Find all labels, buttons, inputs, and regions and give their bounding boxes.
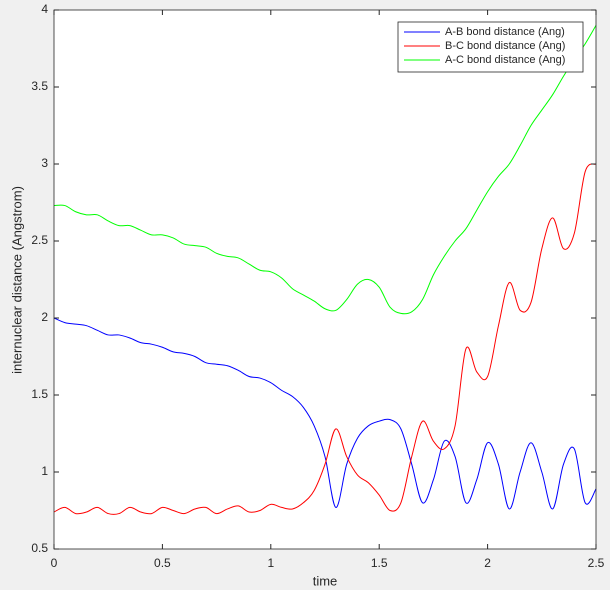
y-tick-label: 4 — [41, 2, 48, 16]
y-tick-label: 1.5 — [31, 387, 48, 401]
x-tick-label: 0 — [51, 556, 58, 570]
y-axis-label: internuclear distance (Angstrom) — [9, 186, 24, 374]
series-line — [53, 25, 597, 315]
legend-label: A-C bond distance (Ang) — [445, 54, 565, 66]
x-tick-label: 1.5 — [371, 556, 388, 570]
x-axis-label: time — [313, 573, 338, 588]
series-line — [53, 163, 597, 515]
legend-label: A-B bond distance (Ang) — [445, 26, 565, 38]
axes-box — [53, 9, 597, 550]
y-tick-label: 2 — [41, 310, 48, 324]
y-tick-label: 0.5 — [31, 541, 48, 555]
legend-label: B-C bond distance (Ang) — [445, 40, 565, 52]
x-tick-label: 2.5 — [588, 556, 605, 570]
x-tick-label: 0.5 — [154, 556, 171, 570]
y-tick-label: 1 — [41, 464, 48, 478]
legend-box — [397, 21, 584, 73]
y-tick-label: 2.5 — [31, 233, 48, 247]
plot-area — [54, 10, 596, 549]
x-tick-label: 1 — [267, 556, 274, 570]
series-line — [53, 317, 597, 510]
y-tick-label: 3 — [41, 156, 48, 170]
y-tick-label: 3.5 — [31, 79, 48, 93]
x-tick-label: 2 — [484, 556, 491, 570]
